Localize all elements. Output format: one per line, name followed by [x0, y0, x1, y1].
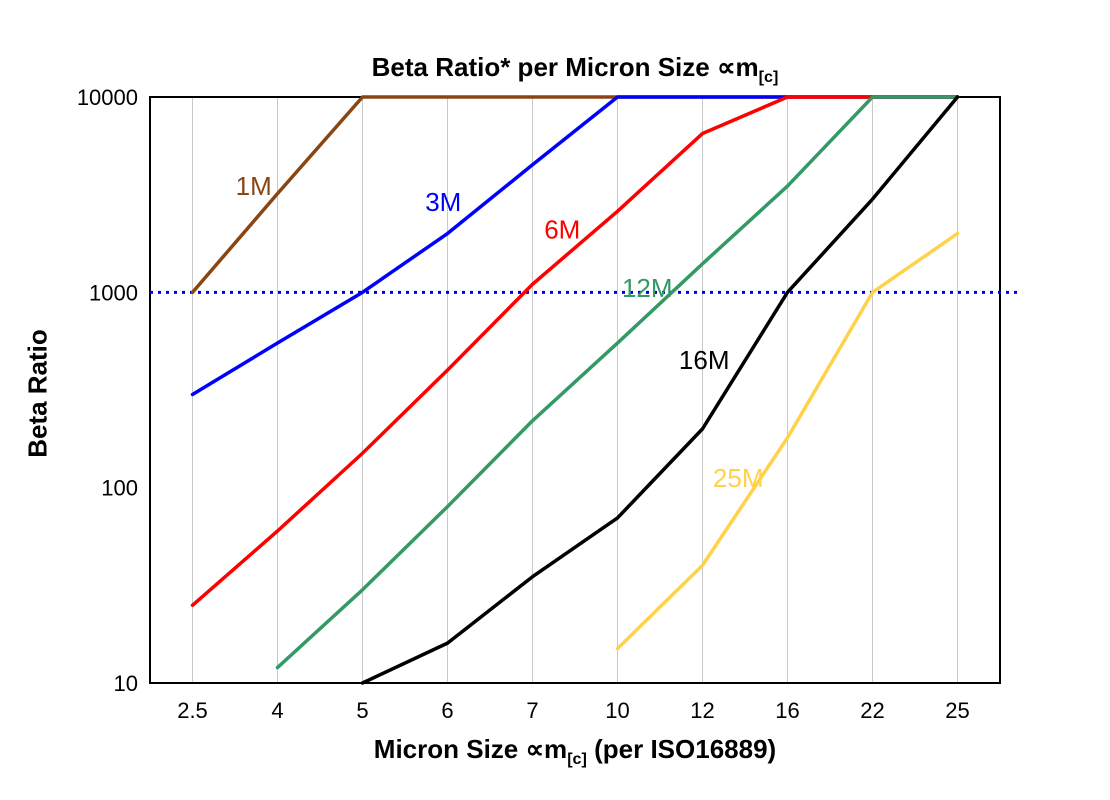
- chart-title-symbol: ∝m: [716, 52, 759, 82]
- x-axis-label-post: (per ISO16889): [586, 734, 777, 764]
- x-tick-label: 6: [441, 698, 453, 723]
- y-tick-label: 10: [114, 671, 138, 696]
- y-tick-label: 10000: [77, 85, 138, 110]
- x-tick-label: 10: [605, 698, 629, 723]
- series-line-25M: [615, 231, 960, 651]
- x-axis-label: Micron Size ∝m[c] (per ISO16889): [150, 734, 1000, 769]
- x-tick-label: 2.5: [177, 698, 208, 723]
- series-line-6M: [190, 95, 960, 608]
- series-line-12M: [275, 95, 960, 670]
- chart-title-subscript: [c]: [758, 68, 779, 87]
- y-tick-label: 100: [101, 476, 138, 501]
- series-label-16M: 16M: [679, 345, 730, 375]
- x-tick-label: 22: [860, 698, 884, 723]
- series-label-25M: 25M: [713, 463, 764, 493]
- x-axis-label-subscript: [c]: [567, 750, 587, 769]
- series-label-12M: 12M: [622, 273, 673, 303]
- y-axis-label: Beta Ratio: [22, 329, 53, 458]
- chart-title: Beta Ratio* per Micron Size ∝m[c]: [150, 52, 1000, 87]
- y-tick-label: 1000: [89, 280, 138, 305]
- series-label-3M: 3M: [425, 187, 461, 217]
- x-axis-label-pre: Micron Size: [373, 734, 526, 764]
- x-tick-label: 4: [271, 698, 283, 723]
- series-line-16M: [360, 95, 960, 685]
- x-tick-label: 16: [775, 698, 799, 723]
- x-tick-label: 25: [945, 698, 969, 723]
- x-tick-label: 5: [356, 698, 368, 723]
- series-label-1M: 1M: [236, 171, 272, 201]
- x-tick-label: 7: [526, 698, 538, 723]
- series-label-6M: 6M: [544, 214, 580, 244]
- x-axis-label-symbol: ∝m: [525, 734, 568, 764]
- chart-title-main: Beta Ratio* per Micron Size: [371, 52, 717, 82]
- x-tick-label: 12: [690, 698, 714, 723]
